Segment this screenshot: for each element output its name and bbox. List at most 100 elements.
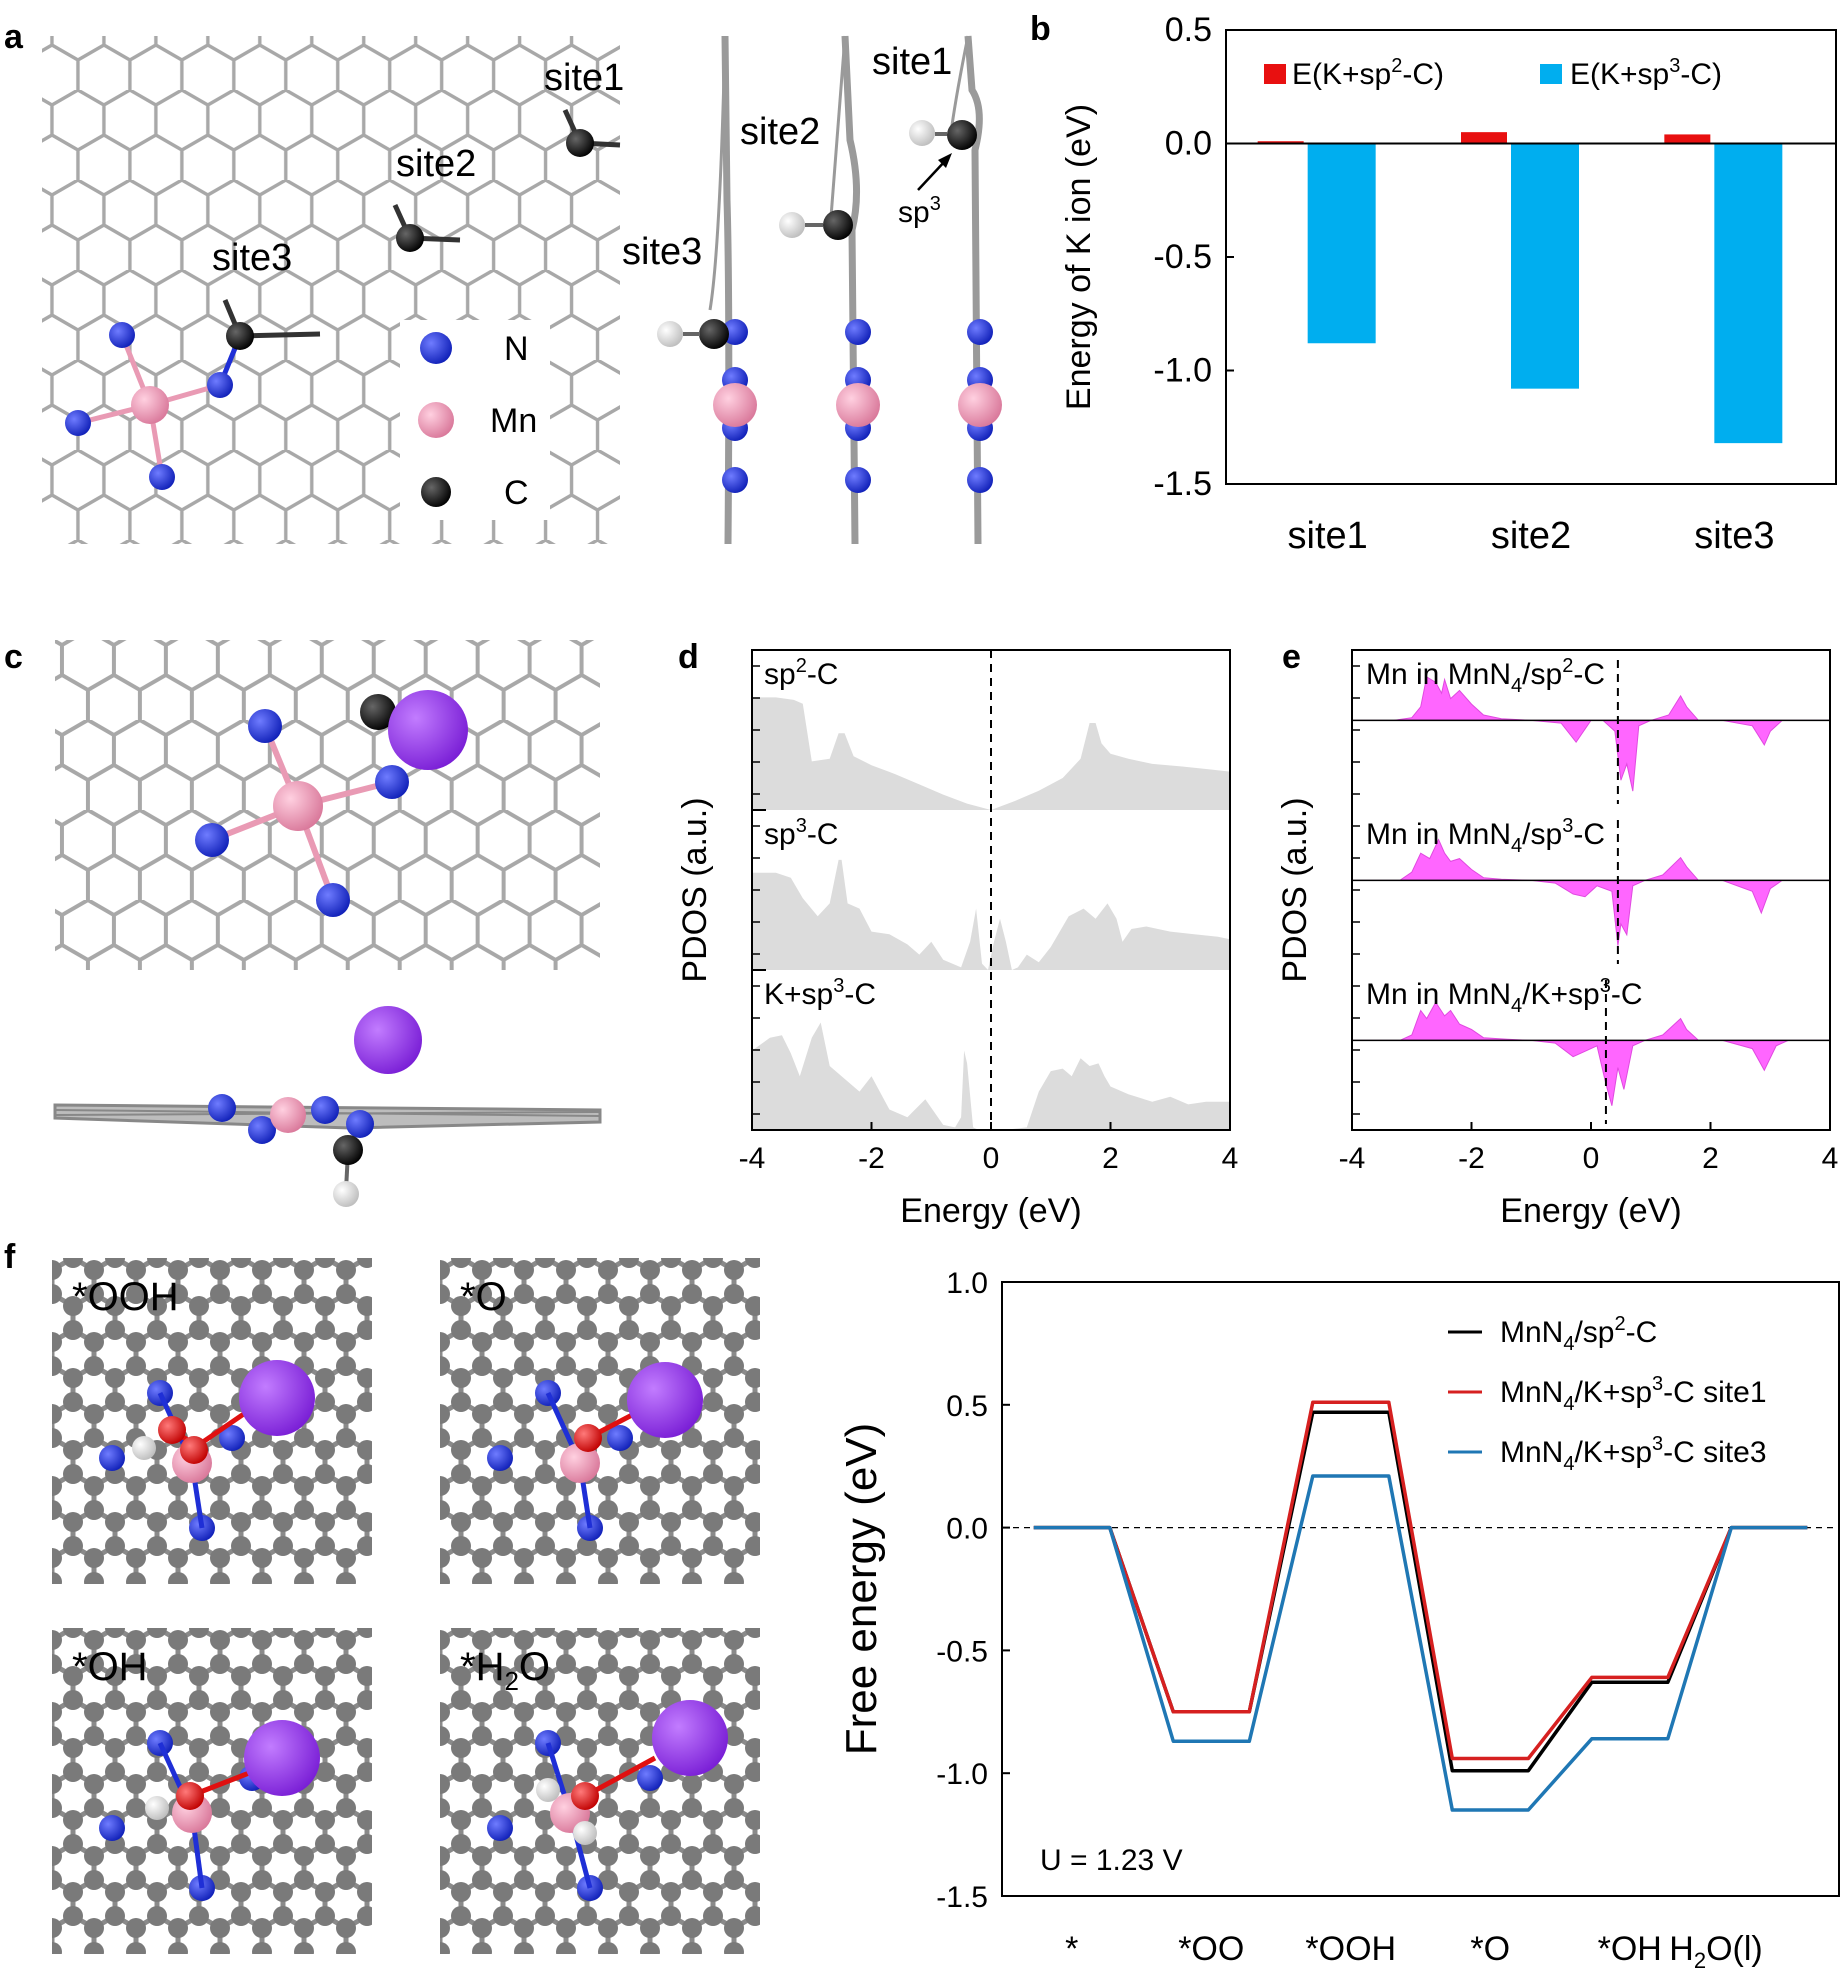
pdos-series-label: Mn in MnN4/sp3-C: [1366, 815, 1605, 857]
mn-atom: [131, 386, 169, 424]
n-atom: [722, 319, 748, 345]
n-atom: [967, 319, 993, 345]
legend-mn-icon: [418, 402, 454, 438]
panel-label-e: e: [1282, 638, 1301, 676]
y-tick-label: 0.5: [1165, 11, 1212, 49]
y-tick-label: -1.0: [1153, 352, 1212, 390]
graphene-lattice: [55, 640, 600, 970]
x-tick-label: 4: [1822, 1142, 1839, 1175]
side-site3-label: site3: [622, 231, 702, 273]
o-atom: [158, 1416, 186, 1444]
chart-f-x-axis: * *OO *OOH *O *OH: [1065, 1930, 1662, 1968]
pdos-area: [1352, 838, 1830, 946]
chart-b-y-axis: 0.5 0.0 -0.5 -1.0 -1.5: [1153, 11, 1234, 503]
chart-d-areas: sp2-C sp3-C K+sp3-C: [752, 650, 1230, 1130]
sp3-c-atom: [360, 694, 396, 730]
chart-e-x-axis: -4 -2 0 2 4: [1339, 665, 1839, 1175]
n-atom: [195, 823, 229, 857]
legend-label-sp3: E(K+sp3-C): [1570, 55, 1722, 91]
n-atom: [248, 1116, 276, 1144]
x-tick-label: 0: [1583, 1142, 1600, 1175]
chart-d-xlabel: Energy (eV): [900, 1192, 1081, 1230]
mn-atom: [560, 1443, 600, 1483]
x-tick-label: *OO: [1178, 1930, 1244, 1968]
y-tick-label: 0.0: [1165, 125, 1212, 163]
x-tick-label: -2: [858, 1142, 885, 1175]
sp3-label: sp3: [898, 193, 941, 229]
x-tick-label: 0: [983, 1142, 1000, 1175]
bar-site3-sp2: [1664, 134, 1711, 144]
n-atom: [375, 765, 409, 799]
legend-n-label: N: [504, 330, 529, 368]
panel-label-a: a: [4, 18, 24, 56]
pdos-area: [752, 859, 1230, 970]
n-atom: [149, 464, 175, 490]
pdos-area: [752, 1022, 1230, 1130]
sp3-c-atom-site1: [566, 129, 594, 157]
panel-label-f: f: [4, 1238, 16, 1276]
sp3-c-atom: [699, 319, 729, 349]
x-tick-label: -4: [739, 1142, 766, 1175]
o-atom: [571, 1782, 599, 1810]
chart-f-y-axis: 1.0 0.5 0.0 -0.5 -1.0 -1.5: [936, 1267, 1010, 1914]
pdos-series-label: sp2-C: [764, 655, 838, 691]
o-atom: [180, 1436, 208, 1464]
h-atom: [333, 1181, 359, 1207]
n-atom: [722, 467, 748, 493]
x-tick-label: *: [1065, 1930, 1078, 1968]
sp3-c-atom-site3: [226, 322, 254, 350]
sp3-c-atom: [947, 120, 977, 150]
chart-e-xlabel: Energy (eV): [1500, 1192, 1681, 1230]
legend-label-site1: MnN4/K+sp3-C site1: [1500, 1373, 1767, 1415]
x-tick-label: site3: [1694, 515, 1774, 557]
n-atom: [845, 467, 871, 493]
n-atom: [316, 883, 350, 917]
legend-c-label: C: [504, 474, 529, 512]
y-tick-label: 0.0: [946, 1513, 988, 1546]
legend-n-icon: [420, 332, 452, 364]
chart-d-x-axis: -4 -2 0 2 4: [739, 665, 1238, 1175]
chart-f-ylabel: Free energy (eV): [837, 1423, 886, 1756]
chart-d-ylabel: PDOS (a.u.): [676, 797, 714, 982]
panel-c-structure: [53, 640, 602, 1207]
side-site2-label: site2: [740, 111, 820, 153]
chart-d: sp2-C sp3-C K+sp3-C -4 -2 0 2 4 Energy (eV) PD…: [676, 649, 1238, 1230]
n-atom: [967, 467, 993, 493]
sp3-c-atom: [333, 1135, 363, 1165]
free-energy-line-3: [1033, 1474, 1808, 1812]
bar-site1-sp2: [1257, 141, 1304, 144]
x-tick-label: -2: [1458, 1142, 1485, 1175]
x-tick-label: *OOH: [1305, 1930, 1396, 1968]
chart-b-ylabel: Energy of K ion (eV): [1060, 104, 1098, 410]
chart-b-x-axis: site1 site2 site3: [1288, 515, 1775, 557]
sp3-arrow: [917, 159, 947, 191]
x-tick-label: -4: [1339, 1142, 1366, 1175]
chart-b-bars: [1257, 132, 1783, 444]
n-atom: [207, 372, 233, 398]
legend-label-sp2: E(K+sp2-C): [1292, 55, 1444, 91]
mn-atom: [713, 383, 757, 427]
panel-label-b: b: [1030, 10, 1051, 48]
chart-f-xlabel-h2o: H2O(l): [1669, 1930, 1762, 1973]
legend-swatch-sp3: [1540, 64, 1562, 84]
k-atom: [627, 1362, 703, 1438]
mn-atom: [836, 383, 880, 427]
site2-label: site2: [396, 143, 476, 185]
n-atom: [248, 709, 282, 743]
panel-a-side-views: site3 site2 site1 sp3: [622, 35, 1002, 545]
chart-f-annotation: U = 1.23 V: [1040, 1844, 1183, 1877]
chart-b-legend: E(K+sp2-C) E(K+sp3-C): [1264, 55, 1722, 91]
bar-site1-sp3: [1307, 143, 1376, 344]
y-tick-label: -0.5: [936, 1635, 988, 1668]
structure-label-oh: *OH: [72, 1645, 148, 1689]
o-atom: [574, 1424, 602, 1452]
bar-site2-sp2: [1461, 132, 1507, 144]
h-atom: [536, 1778, 560, 1802]
chart-f-lines: [1033, 1400, 1808, 1812]
x-tick-label: *OH: [1598, 1930, 1662, 1968]
legend-label-sp2: MnN4/sp2-C: [1500, 1313, 1657, 1355]
y-tick-label: -1.0: [936, 1758, 988, 1791]
x-tick-label: *O: [1470, 1930, 1510, 1968]
chart-f-legend: MnN4/sp2-C MnN4/K+sp3-C site1 MnN4/K+sp3…: [1448, 1313, 1767, 1475]
